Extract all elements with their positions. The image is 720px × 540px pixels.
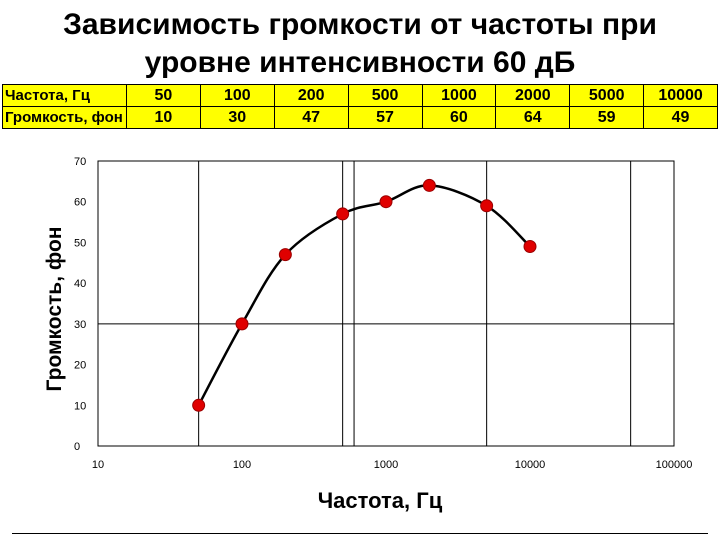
data-point — [235, 317, 249, 331]
title-line-1: Зависимость громкости от частоты при — [63, 8, 657, 41]
data-point — [523, 240, 537, 253]
x-tick-label: 1000 — [374, 459, 398, 471]
x-tick-label: 100 — [233, 459, 251, 471]
frequency-cell: 5000 — [569, 84, 645, 107]
x-tick-label: 100000 — [656, 459, 693, 471]
data-point — [480, 199, 494, 213]
loudness-cell: 64 — [495, 106, 571, 129]
y-tick-label: 70 — [74, 156, 86, 168]
title-line-2: уровне интенсивности 60 дБ — [144, 46, 576, 79]
bottom-rule — [12, 533, 708, 534]
plot-area — [97, 160, 675, 447]
x-tick-label: 10000 — [515, 459, 546, 471]
x-tick-label: 10 — [92, 459, 104, 471]
y-tick-label: 20 — [74, 360, 86, 372]
loudness-cell: 10 — [126, 106, 201, 129]
data-point — [336, 207, 350, 221]
loudness-cell: 49 — [643, 106, 718, 129]
data-table: Частота, Гц 50 100 200 500 1000 2000 500… — [2, 84, 718, 129]
data-point — [379, 195, 393, 209]
x-axis-label: Частота, Гц — [317, 488, 443, 513]
chart-title: Зависимость громкости от частоты при уро… — [0, 6, 720, 82]
y-axis-label: Громкость, фон — [43, 226, 66, 392]
loudness-cell: 60 — [421, 106, 497, 129]
y-tick-label: 10 — [74, 400, 86, 412]
y-tick-label: 0 — [74, 441, 80, 453]
y-tick-label: 60 — [74, 197, 86, 209]
loudness-row: Громкость, фон 10 30 47 57 60 64 59 49 — [2, 106, 718, 129]
y-tick-label: 50 — [74, 237, 86, 249]
y-tick-label: 30 — [74, 319, 86, 331]
loudness-cell: 30 — [199, 106, 275, 129]
loudness-cell: 47 — [273, 106, 349, 129]
data-point — [192, 398, 206, 412]
frequency-cell: 100 — [199, 84, 275, 107]
loudness-row-label: Громкость, фон — [2, 106, 127, 129]
y-tick-label: 40 — [74, 278, 86, 290]
frequency-cell: 10000 — [643, 84, 718, 107]
data-point — [278, 248, 292, 262]
data-point — [422, 178, 436, 192]
frequency-cell: 200 — [273, 84, 349, 107]
